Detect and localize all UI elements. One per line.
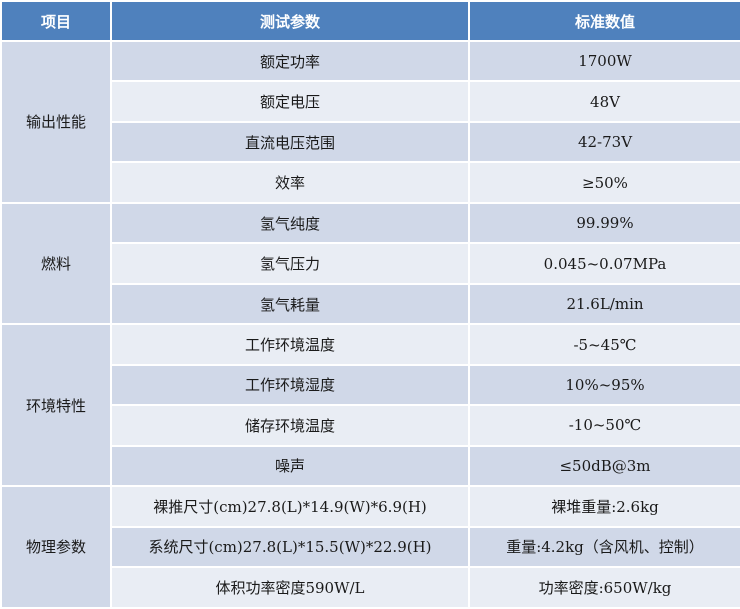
table-header-row: 项目 测试参数 标准数值 — [0, 0, 740, 42]
param-cell: 额定电压 — [110, 80, 470, 123]
category-fuel: 燃料 — [0, 201, 112, 326]
param-cell: 裸推尺寸(cm)27.8(L)*14.9(W)*6.9(H) — [110, 485, 470, 528]
category-environment: 环境特性 — [0, 323, 112, 488]
category-output-performance: 输出性能 — [0, 40, 112, 204]
value-cell: 42-73V — [468, 120, 740, 164]
param-cell: 工作环境湿度 — [110, 363, 470, 407]
value-cell: 重量:4.2kg（含风机、控制） — [468, 525, 740, 569]
value-cell: 1700W — [468, 39, 740, 83]
table-row: 效率 ≥50% — [1, 161, 740, 204]
value-cell: 0.045~0.07MPa — [468, 242, 740, 285]
table-row: 环境特性 工作环境温度 -5~45℃ — [0, 323, 740, 488]
param-cell: 额定功率 — [110, 39, 470, 83]
param-cell: 效率 — [110, 161, 470, 204]
param-cell: 氢气压力 — [110, 242, 470, 285]
param-cell: 氢气纯度 — [110, 201, 470, 245]
table-row: 输出性能 额定功率 1700W — [0, 39, 740, 204]
value-cell: -10~50℃ — [468, 404, 740, 447]
param-cell: 体积功率密度590W/L — [110, 566, 470, 609]
header-test-parameter: 测试参数 — [110, 0, 470, 42]
param-cell: 噪声 — [110, 444, 470, 488]
value-cell: 48V — [468, 80, 740, 123]
header-standard-value: 标准数值 — [468, 0, 740, 42]
value-cell: 21.6L/min — [468, 282, 740, 326]
param-cell: 工作环境温度 — [110, 323, 470, 366]
table-row: 氢气耗量 21.6L/min — [1, 282, 740, 326]
value-cell: 99.99% — [468, 201, 740, 245]
table-row: 物理参数 裸推尺寸(cm)27.8(L)*14.9(W)*6.9(H) 裸堆重量… — [0, 485, 740, 609]
table-row: 系统尺寸(cm)27.8(L)*15.5(W)*22.9(H) 重量:4.2kg… — [1, 525, 740, 569]
value-cell: 裸堆重量:2.6kg — [468, 485, 740, 528]
table-row: 直流电压范围 42-73V — [1, 120, 740, 164]
param-cell: 系统尺寸(cm)27.8(L)*15.5(W)*22.9(H) — [110, 525, 470, 569]
table-row: 额定电压 48V — [1, 80, 740, 123]
header-category: 项目 — [0, 0, 112, 42]
param-cell: 直流电压范围 — [110, 120, 470, 164]
value-cell: ≥50% — [468, 161, 740, 204]
param-cell: 储存环境温度 — [110, 404, 470, 447]
category-physical: 物理参数 — [0, 485, 112, 609]
table-row: 氢气压力 0.045~0.07MPa — [1, 242, 740, 285]
table-row: 储存环境温度 -10~50℃ — [1, 404, 740, 447]
value-cell: ≤50dB@3m — [468, 444, 740, 488]
value-cell: 功率密度:650W/kg — [468, 566, 740, 609]
table-row: 噪声 ≤50dB@3m — [1, 444, 740, 488]
value-cell: 10%~95% — [468, 363, 740, 407]
table-row: 工作环境湿度 10%~95% — [1, 363, 740, 407]
table-row: 燃料 氢气纯度 99.99% — [0, 201, 740, 326]
table-row: 体积功率密度590W/L 功率密度:650W/kg — [1, 566, 740, 609]
param-cell: 氢气耗量 — [110, 282, 470, 326]
value-cell: -5~45℃ — [468, 323, 740, 366]
